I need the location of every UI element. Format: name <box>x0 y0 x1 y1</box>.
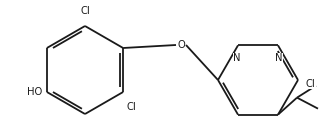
Text: N: N <box>233 53 241 63</box>
Text: O: O <box>177 40 185 50</box>
Text: N: N <box>275 53 283 63</box>
Text: Cl: Cl <box>306 79 316 89</box>
Text: Cl: Cl <box>126 102 136 112</box>
Text: Cl: Cl <box>80 6 90 16</box>
Text: HO: HO <box>27 87 42 97</box>
